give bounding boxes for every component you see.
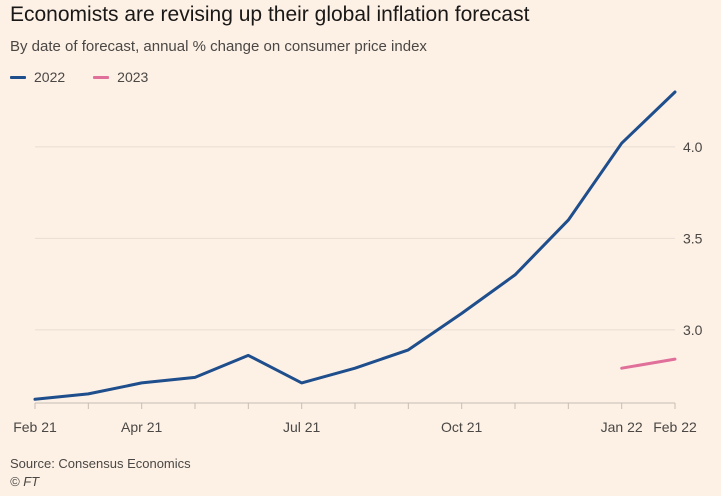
y-tick-label: 3.5 [683, 230, 703, 246]
x-tick-label: Jan 22 [601, 419, 643, 435]
y-tick-label: 3.0 [683, 322, 703, 338]
legend-label-2022: 2022 [34, 69, 66, 85]
x-tick-label: Feb 22 [653, 419, 697, 435]
legend-item-2022: 2022 [10, 69, 65, 85]
x-tick-label: Feb 21 [13, 419, 57, 435]
legend-swatch-2023 [93, 75, 110, 79]
chart-legend: 2022 2023 [10, 69, 176, 85]
legend-label-2023: 2023 [117, 69, 149, 85]
legend-swatch-2022 [10, 75, 26, 79]
source-note: Source: Consensus Economics [10, 456, 191, 471]
x-tick-label: Jul 21 [283, 419, 321, 435]
ft-credit: © FT [10, 474, 40, 489]
y-tick-label: 4.0 [683, 139, 703, 155]
x-tick-label: Oct 21 [441, 419, 482, 435]
chart-title: Economists are revising up their global … [10, 3, 530, 26]
chart-subtitle: By date of forecast, annual % change on … [10, 38, 427, 55]
series-line-2022 [33, 90, 677, 401]
series-line-2023 [620, 357, 677, 370]
legend-item-2023: 2023 [93, 69, 148, 85]
x-tick-label: Apr 21 [121, 419, 162, 435]
